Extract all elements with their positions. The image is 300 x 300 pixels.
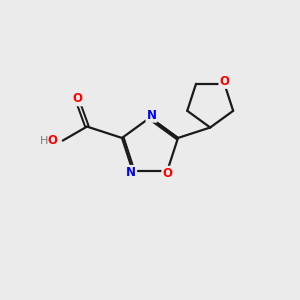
Text: H: H — [40, 136, 49, 146]
Text: N: N — [146, 109, 157, 122]
Text: N: N — [126, 166, 136, 179]
Text: O: O — [47, 134, 58, 147]
Text: O: O — [162, 167, 172, 180]
Text: O: O — [72, 92, 82, 105]
Text: O: O — [219, 75, 230, 88]
